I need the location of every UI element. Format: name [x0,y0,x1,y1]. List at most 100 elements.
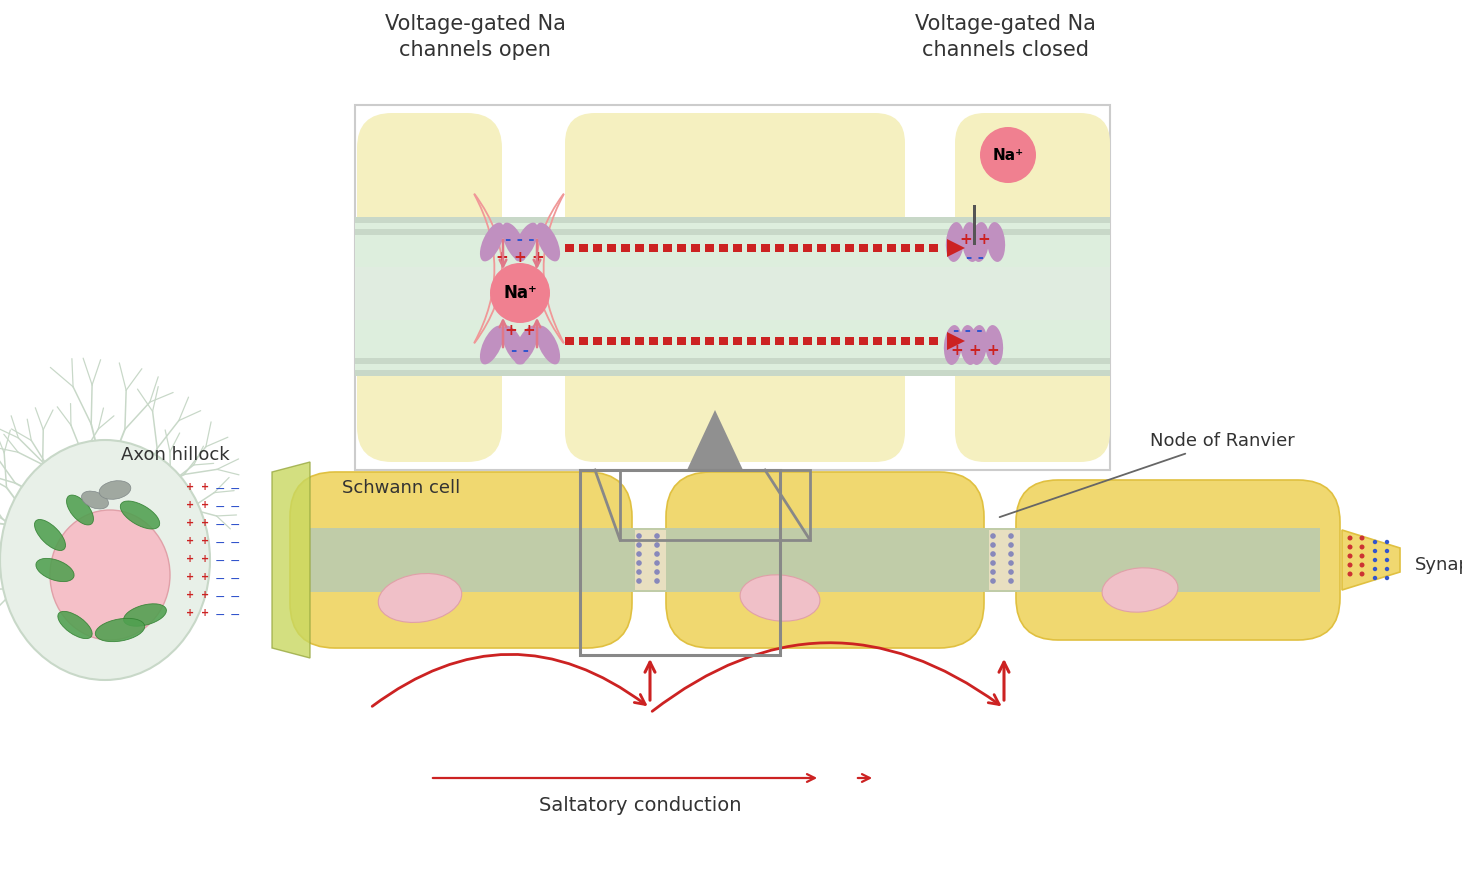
Circle shape [1360,572,1364,576]
Ellipse shape [515,222,538,262]
Circle shape [636,551,642,556]
Circle shape [1009,560,1013,565]
Bar [873,244,882,252]
Circle shape [654,560,659,565]
FancyBboxPatch shape [955,113,1110,462]
Text: Na⁺: Na⁺ [503,284,537,302]
Bar [564,337,575,345]
Ellipse shape [740,575,820,621]
Text: +: + [200,572,209,582]
Bar [732,244,743,252]
Bar [355,217,1110,370]
Text: Schwann cell: Schwann cell [342,479,461,497]
Text: −: − [230,609,240,622]
Bar [705,244,713,252]
Bar [747,244,756,252]
Circle shape [1385,539,1389,544]
Bar [817,244,826,252]
Bar [692,337,700,345]
Bar [887,244,896,252]
Text: Axon hillock: Axon hillock [121,446,230,464]
Bar [355,229,1110,235]
Circle shape [1373,576,1377,581]
Circle shape [1373,558,1377,562]
Text: +: + [200,608,209,618]
Text: −: − [230,573,240,586]
Ellipse shape [971,222,990,262]
Text: +: + [186,482,194,492]
Text: +: + [186,554,194,564]
Ellipse shape [1102,568,1178,612]
Ellipse shape [35,520,66,550]
Bar [621,337,630,345]
Bar [719,244,728,252]
Bar [579,244,588,252]
Ellipse shape [987,222,1006,262]
Circle shape [1385,576,1389,581]
Ellipse shape [944,325,962,365]
Bar [355,105,1110,470]
Text: −: − [215,501,225,514]
Ellipse shape [0,440,211,680]
FancyBboxPatch shape [1016,480,1341,640]
Ellipse shape [37,558,75,582]
Text: −: − [230,519,240,532]
Polygon shape [687,410,743,470]
Bar [620,470,810,540]
Bar [803,244,811,252]
Ellipse shape [99,481,130,499]
Circle shape [490,263,550,323]
Text: −: − [230,537,240,550]
Circle shape [990,533,996,538]
Text: Synapse: Synapse [1415,556,1462,574]
Bar [789,337,798,345]
Bar [775,337,784,345]
Bar [649,337,658,345]
Bar [845,337,854,345]
Circle shape [1360,554,1364,558]
Bar [635,337,643,345]
Ellipse shape [501,325,526,365]
Bar [607,337,616,345]
Text: −: − [215,573,225,586]
Ellipse shape [985,325,1003,365]
Ellipse shape [58,611,92,639]
Bar [355,358,1110,364]
Text: + +: + + [504,323,535,338]
Ellipse shape [515,325,538,365]
Bar [915,244,924,252]
FancyBboxPatch shape [667,472,984,648]
Polygon shape [947,332,965,350]
Ellipse shape [120,501,159,529]
Text: +: + [200,482,209,492]
Bar [692,244,700,252]
Text: −: − [230,501,240,514]
Text: - -: - - [512,342,529,358]
Text: - -: - - [966,249,984,264]
Bar [621,244,630,252]
Bar [915,337,924,345]
Circle shape [1009,533,1013,538]
FancyBboxPatch shape [289,472,632,648]
Text: −: − [215,591,225,604]
Text: +: + [200,536,209,546]
Bar [355,370,1110,376]
Circle shape [1009,542,1013,547]
Text: −: − [215,555,225,568]
Circle shape [980,127,1037,183]
Bar [928,337,939,345]
Circle shape [654,578,659,584]
Text: −: − [230,591,240,604]
Ellipse shape [480,222,504,262]
Circle shape [1385,548,1389,553]
Text: +: + [200,518,209,528]
Circle shape [1360,545,1364,549]
Bar [988,530,1020,590]
Text: + + +: + + + [496,249,544,264]
Circle shape [1373,539,1377,544]
Bar [705,337,713,345]
Circle shape [636,578,642,584]
Circle shape [1385,558,1389,562]
Circle shape [1009,569,1013,575]
Ellipse shape [961,325,978,365]
